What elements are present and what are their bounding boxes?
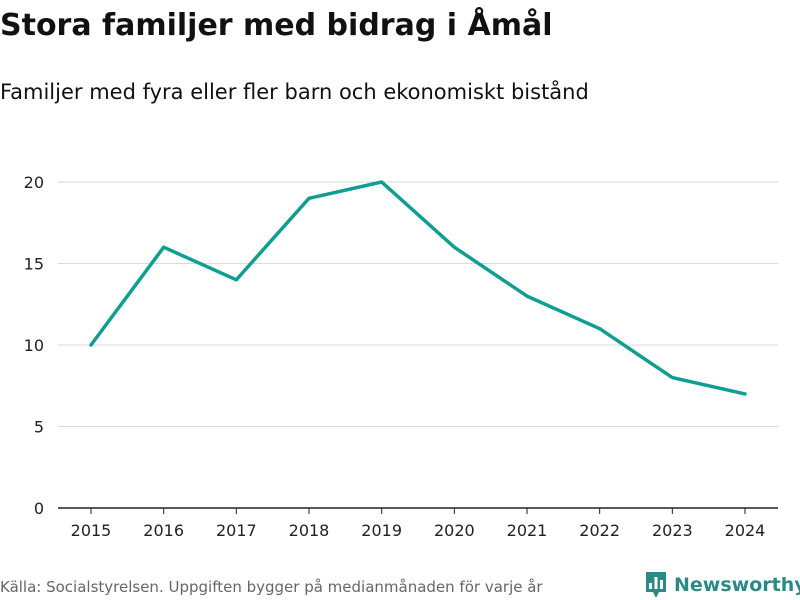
series-line xyxy=(89,180,747,396)
y-tick-label: 15 xyxy=(24,255,44,274)
x-tick-label: 2020 xyxy=(434,521,475,540)
gridlines xyxy=(58,181,778,427)
x-axis-ticks: 2015 2016 2017 2018 2019 2020 2021 2022 2023 2024 xyxy=(71,508,766,540)
x-tick-label: 2015 xyxy=(71,521,112,540)
y-axis-ticks: 0 5 10 15 20 xyxy=(24,173,44,518)
x-tick-label: 2018 xyxy=(289,521,330,540)
data-point xyxy=(453,246,456,249)
data-point xyxy=(235,278,238,281)
x-tick-label: 2023 xyxy=(652,521,693,540)
data-point xyxy=(526,295,529,298)
bar-chart-icon xyxy=(646,572,666,598)
y-tick-label: 10 xyxy=(24,336,44,355)
data-point xyxy=(162,246,165,249)
chart-subtitle: Familjer med fyra eller fler barn och ek… xyxy=(0,80,589,104)
data-point xyxy=(744,392,747,395)
brand-logo: Newsworthy xyxy=(644,570,800,600)
series-lines xyxy=(89,180,747,396)
x-tick-label: 2019 xyxy=(361,521,402,540)
data-point xyxy=(671,376,674,379)
data-point xyxy=(380,181,383,184)
y-tick-label: 0 xyxy=(34,499,44,518)
y-tick-label: 5 xyxy=(34,418,44,437)
data-point xyxy=(308,197,311,200)
data-point xyxy=(598,327,601,330)
x-tick-label: 2024 xyxy=(725,521,766,540)
y-tick-label: 20 xyxy=(24,173,44,192)
chart-title: Stora familjer med bidrag i Åmål xyxy=(0,8,553,43)
x-tick-label: 2017 xyxy=(216,521,257,540)
brand-name: Newsworthy xyxy=(674,574,800,596)
source-note: Källa: Socialstyrelsen. Uppgiften bygger… xyxy=(0,578,543,596)
x-tick-label: 2022 xyxy=(579,521,620,540)
x-tick-label: 2016 xyxy=(143,521,184,540)
data-point xyxy=(90,344,93,347)
x-tick-label: 2021 xyxy=(507,521,548,540)
